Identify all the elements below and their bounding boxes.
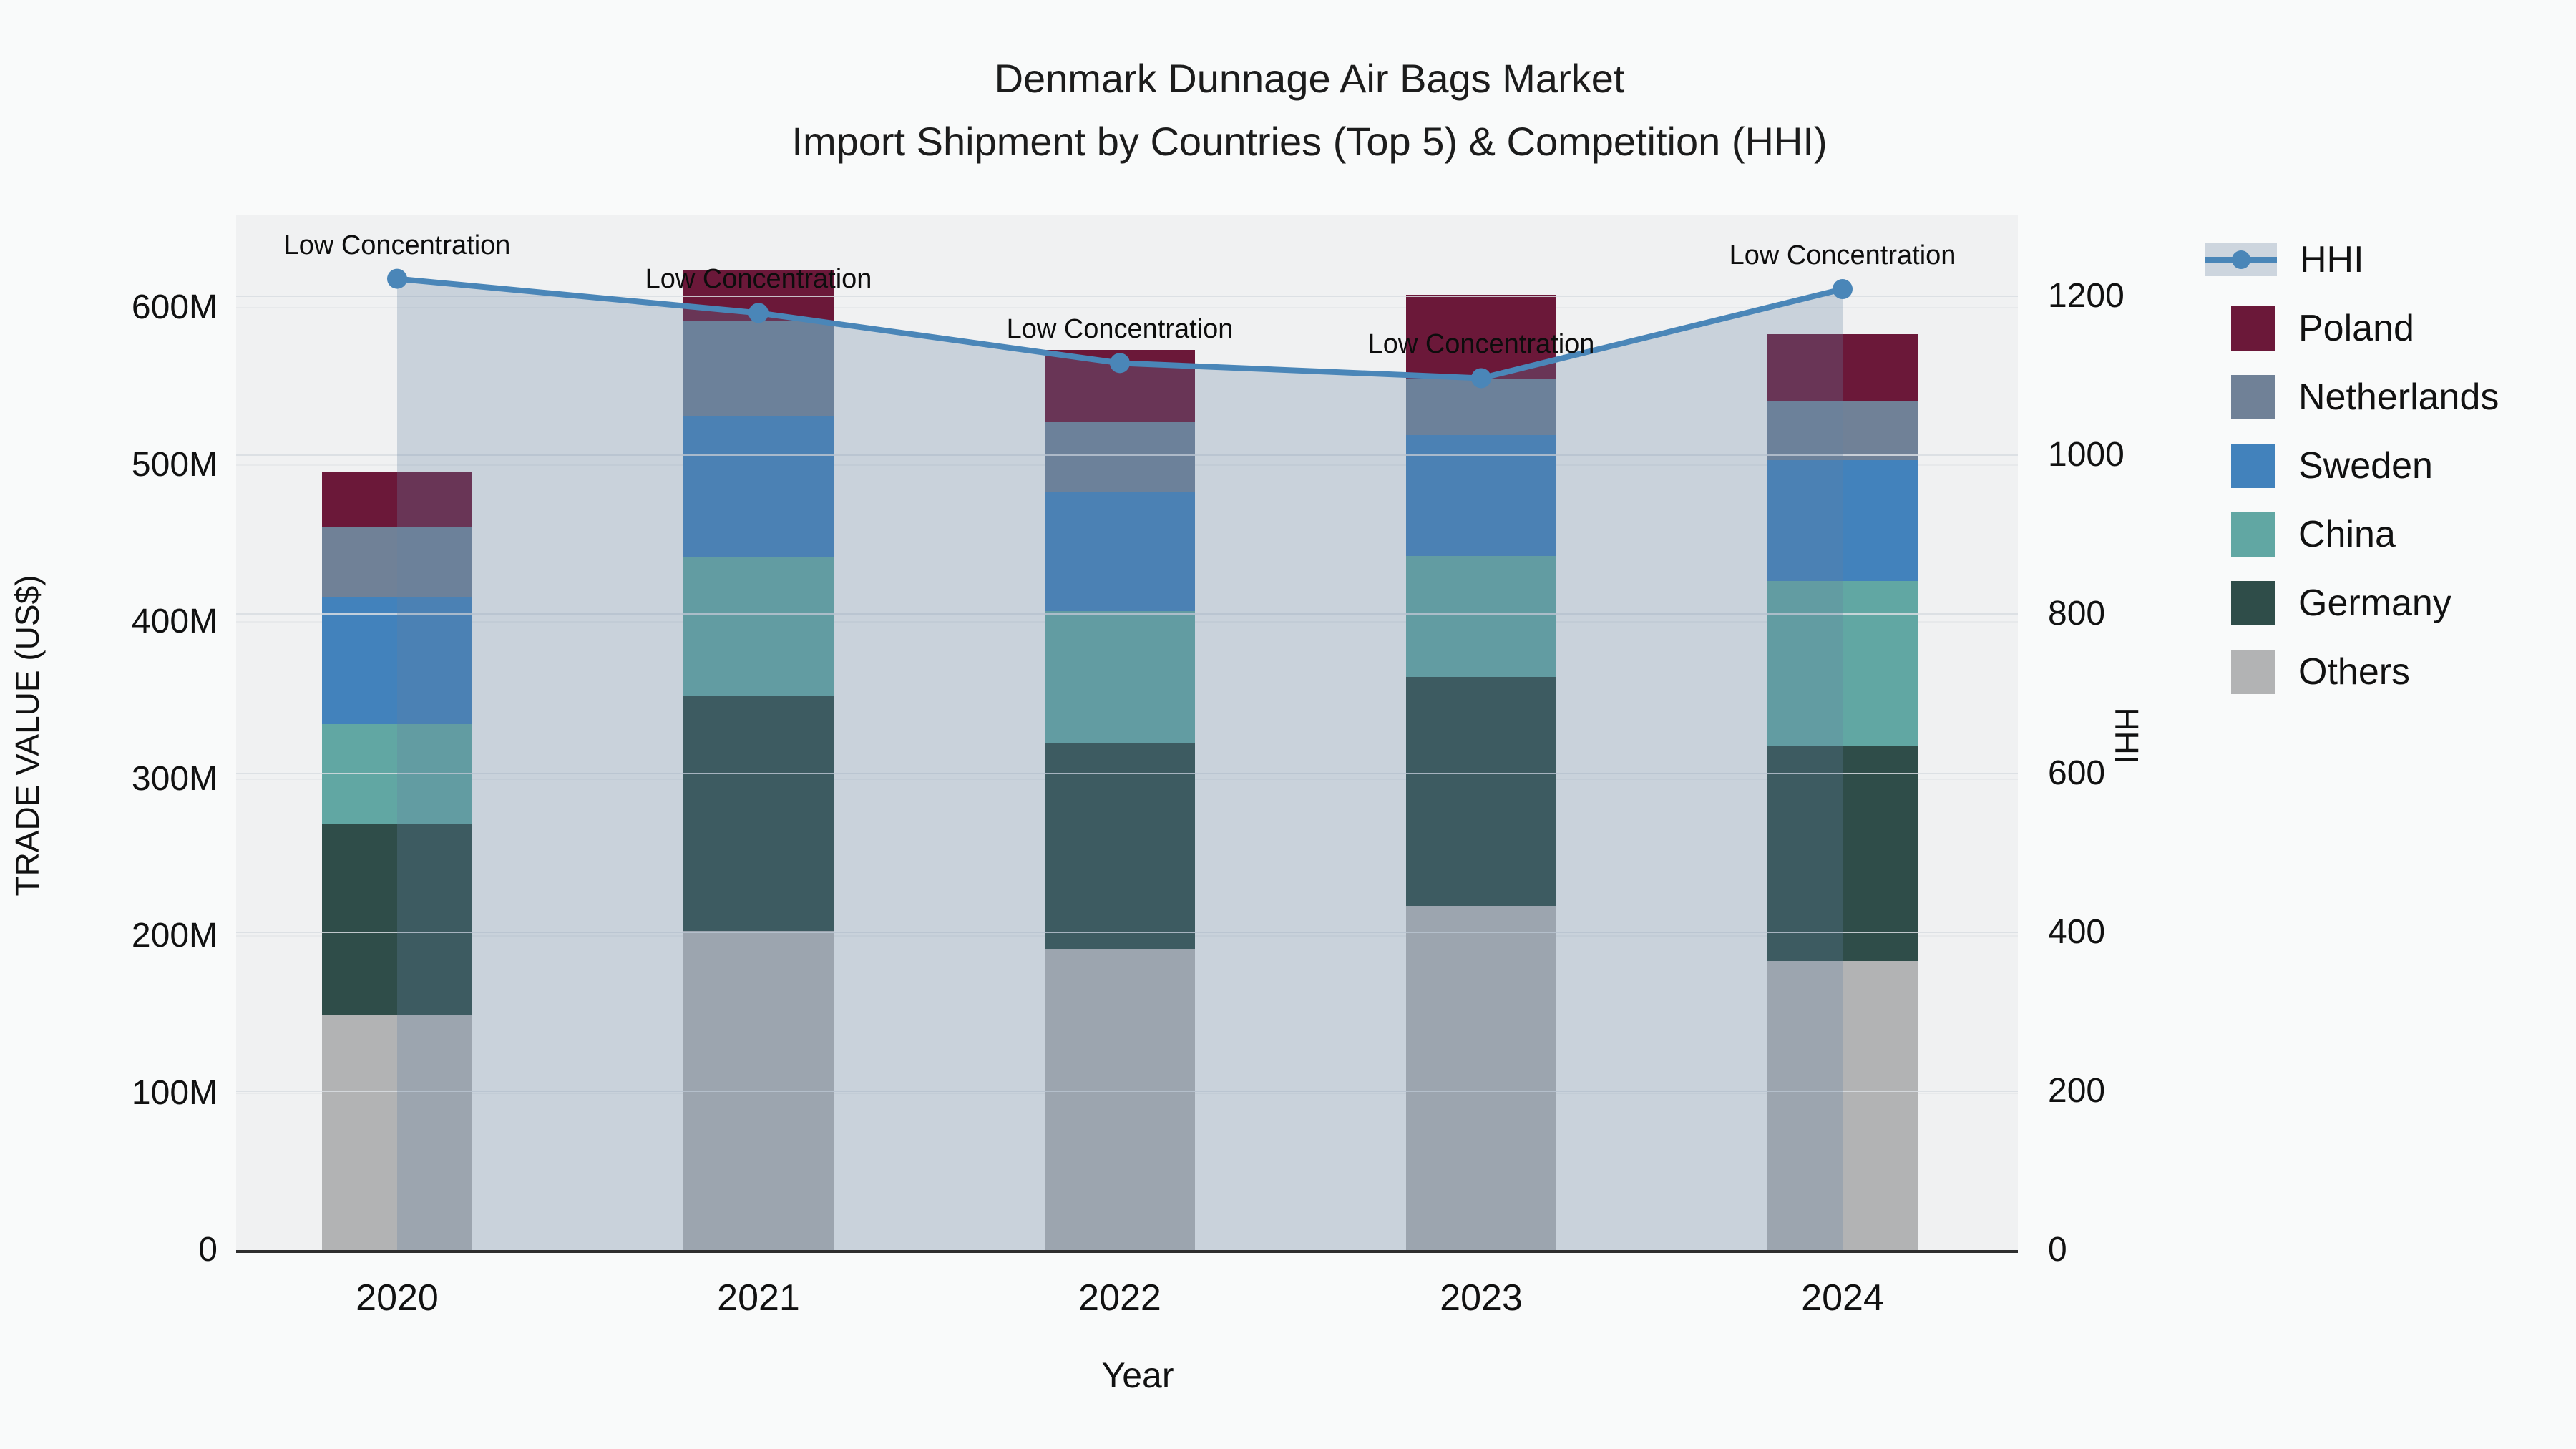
- tick-left-600M: 600M: [131, 288, 218, 326]
- bar-segment-china-2024: [1767, 580, 1918, 746]
- y-axis-label-right: HHI: [2108, 707, 2145, 764]
- legend-item-others: Others: [2205, 650, 2499, 694]
- legend-item-poland: Poland: [2205, 306, 2499, 351]
- bar-segment-china-2020: [322, 723, 472, 825]
- legend-hhi-line-icon: [2205, 243, 2277, 276]
- y-axis-label-left: TRADE VALUE (US$): [9, 575, 46, 897]
- chart-title-line1: Denmark Dunnage Air Bags Market: [994, 56, 1625, 101]
- bar-segment-netherlands-2023: [1406, 378, 1556, 435]
- tick-x-2021: 2021: [717, 1277, 800, 1319]
- bar-segment-germany-2020: [322, 824, 472, 1015]
- legend-swatch-germany: [2231, 581, 2275, 625]
- bar-segment-germany-2022: [1045, 743, 1195, 949]
- annotation-low-concentration-2022: Low Concentration: [1006, 314, 1234, 345]
- legend-swatch-netherlands: [2231, 375, 2275, 419]
- legend-label-poland: Poland: [2298, 308, 2414, 349]
- bar-segment-netherlands-2021: [683, 320, 834, 416]
- tick-left-0: 0: [198, 1231, 218, 1269]
- bar-segment-others-2022: [1045, 948, 1195, 1250]
- legend-label-china: China: [2298, 514, 2396, 555]
- bar-segment-sweden-2020: [322, 596, 472, 724]
- legend-label-netherlands: Netherlands: [2298, 376, 2499, 418]
- legend-swatch-china: [2231, 512, 2275, 557]
- bar-segment-netherlands-2024: [1767, 400, 1918, 460]
- legend-swatch-sweden: [2231, 444, 2275, 488]
- tick-right-800: 800: [2048, 595, 2106, 633]
- tick-right-200: 200: [2048, 1071, 2106, 1110]
- tick-right-600: 600: [2048, 753, 2106, 792]
- bar-segment-others-2023: [1406, 906, 1556, 1250]
- gridline-right: [236, 772, 2018, 774]
- x-axis-label: Year: [1101, 1355, 1174, 1395]
- tick-right-0: 0: [2048, 1231, 2067, 1269]
- bar-segment-germany-2024: [1767, 746, 1918, 962]
- tick-x-2020: 2020: [356, 1277, 439, 1319]
- bar-segment-poland-2022: [1045, 350, 1195, 423]
- x-axis-line: [236, 1250, 2018, 1253]
- chart-title: Denmark Dunnage Air Bags Market Import S…: [594, 47, 2025, 173]
- tick-x-2022: 2022: [1078, 1277, 1161, 1319]
- legend-item-germany: Germany: [2205, 581, 2499, 625]
- tick-left-200M: 200M: [131, 917, 218, 955]
- legend: HHI Poland Netherlands Sweden China Germany Ot…: [2205, 238, 2499, 718]
- tick-left-300M: 300M: [131, 759, 218, 798]
- chart-title-line2: Import Shipment by Countries (Top 5) & C…: [791, 119, 1828, 164]
- legend-label-sweden: Sweden: [2298, 445, 2433, 487]
- tick-right-1200: 1200: [2048, 277, 2124, 316]
- legend-swatch-poland: [2231, 306, 2275, 351]
- gridline-right: [236, 1090, 2018, 1092]
- annotation-low-concentration-2020: Low Concentration: [283, 230, 511, 260]
- legend-swatch-others: [2231, 650, 2275, 694]
- tick-right-1000: 1000: [2048, 436, 2124, 474]
- legend-item-hhi: HHI: [2205, 238, 2499, 282]
- tick-left-400M: 400M: [131, 602, 218, 640]
- legend-item-sweden: Sweden: [2205, 444, 2499, 488]
- legend-item-china: China: [2205, 512, 2499, 557]
- tick-x-2024: 2024: [1801, 1277, 1884, 1319]
- bar-segment-poland-2024: [1767, 334, 1918, 401]
- bar-segment-poland-2020: [322, 472, 472, 528]
- bar-segment-others-2020: [322, 1014, 472, 1250]
- bar-segment-germany-2023: [1406, 676, 1556, 907]
- legend-item-netherlands: Netherlands: [2205, 375, 2499, 419]
- legend-label-germany: Germany: [2298, 582, 2451, 624]
- bar-segment-germany-2021: [683, 696, 834, 932]
- bar-segment-sweden-2021: [683, 416, 834, 557]
- bar-segment-others-2024: [1767, 961, 1918, 1250]
- tick-x-2023: 2023: [1440, 1277, 1523, 1319]
- annotation-low-concentration-2024: Low Concentration: [1729, 240, 1956, 271]
- annotation-low-concentration-2023: Low Concentration: [1367, 329, 1595, 360]
- bar-segment-netherlands-2020: [322, 527, 472, 597]
- bar-segment-china-2023: [1406, 555, 1556, 677]
- bar-segment-china-2022: [1045, 610, 1195, 743]
- gridline-left: [236, 307, 2018, 308]
- annotation-low-concentration-2021: Low Concentration: [645, 264, 872, 295]
- tick-right-400: 400: [2048, 912, 2106, 951]
- gridline-right: [236, 613, 2018, 615]
- legend-label-others: Others: [2298, 651, 2411, 693]
- tick-left-100M: 100M: [131, 1073, 218, 1112]
- legend-label-hhi: HHI: [2300, 239, 2364, 280]
- bar-segment-sweden-2024: [1767, 459, 1918, 581]
- bar-segment-sweden-2022: [1045, 491, 1195, 611]
- gridline-right: [236, 454, 2018, 457]
- gridline-right: [236, 931, 2018, 933]
- bar-segment-china-2021: [683, 557, 834, 696]
- tick-left-500M: 500M: [131, 445, 218, 484]
- bar-segment-netherlands-2022: [1045, 422, 1195, 492]
- gridline-right: [236, 296, 2018, 298]
- bar-segment-sweden-2023: [1406, 434, 1556, 556]
